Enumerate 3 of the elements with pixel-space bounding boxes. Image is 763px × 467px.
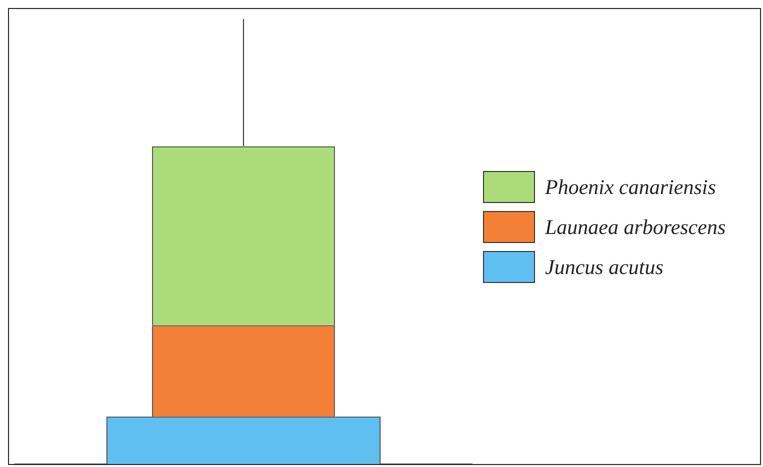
text: Phoenix canariensis (545, 174, 716, 200)
legend-label: Launaea arborescens (545, 214, 726, 240)
legend-label: Juncus acutus (545, 254, 664, 280)
